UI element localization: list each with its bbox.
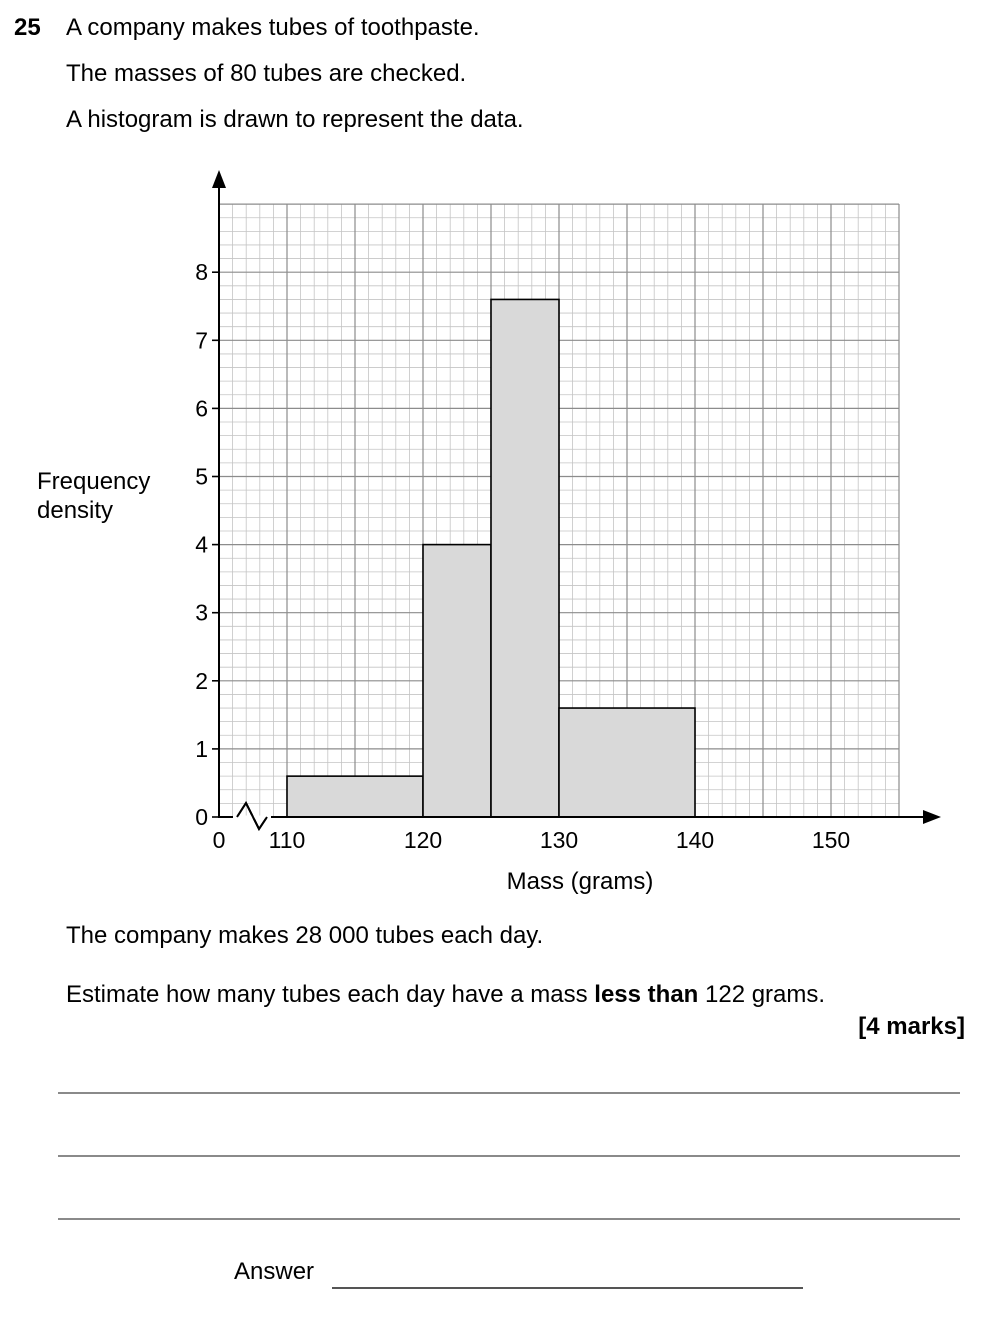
intro-line-2: The masses of 80 tubes are checked. — [66, 60, 467, 87]
y-tick-label: 4 — [195, 532, 208, 558]
marks-label: [4 marks] — [858, 1013, 965, 1040]
y-tick-label: 8 — [195, 259, 208, 285]
histogram-bar — [490, 298, 560, 818]
answer-label: Answer — [234, 1258, 315, 1285]
y-tick-label: 3 — [195, 600, 208, 626]
histogram-bar — [558, 707, 696, 818]
x-tick-label: 120 — [404, 827, 442, 853]
x-tick-label: 150 — [812, 827, 850, 853]
production-statement: The company makes 28 000 tubes each day. — [66, 922, 544, 949]
y-axis-title-line: Frequency — [37, 468, 150, 495]
axes — [212, 170, 941, 831]
axis-labels: 0 1 2 3 4 5 6 7 8 0 110 120 130 140 150 Mass (grams) Fre… — [37, 259, 850, 895]
y-tick-label: 5 — [195, 464, 208, 490]
task-text-bold: less than — [594, 981, 699, 1008]
x-tick-label: 110 — [269, 827, 306, 853]
intro-line-1: A company makes tubes of toothpaste. — [66, 14, 480, 41]
axis-break-zigzag-icon — [236, 800, 268, 831]
histogram-bar — [286, 775, 424, 818]
y-tick-label: 6 — [195, 395, 208, 421]
y-tick-label: 2 — [195, 668, 208, 694]
y-tick-label: 1 — [195, 736, 208, 762]
x-tick-label: 130 — [540, 827, 578, 853]
x-origin-label: 0 — [213, 827, 226, 853]
histogram-bar — [422, 543, 492, 818]
y-tick-label: 7 — [195, 327, 208, 353]
x-axis-title: Mass (grams) — [507, 868, 654, 895]
x-axis-arrow-icon — [923, 810, 941, 824]
y-tick-label: 0 — [195, 804, 208, 830]
task-statement: Estimate how many tubes each day have a … — [66, 981, 825, 1009]
task-text-after: 122 grams. — [698, 981, 826, 1008]
y-axis-arrow-icon — [212, 170, 226, 188]
x-tick-label: 140 — [676, 827, 714, 853]
axis-ticks — [212, 271, 219, 818]
intro-line-3: A histogram is drawn to represent the da… — [66, 106, 524, 133]
y-axis-title-line: density — [37, 497, 113, 524]
working-line-3[interactable] — [58, 1218, 960, 1220]
working-line-1[interactable] — [58, 1092, 960, 1094]
question-number: 25 — [14, 14, 41, 41]
answer-input-line[interactable] — [332, 1287, 803, 1289]
task-text-before: Estimate how many tubes each day have a … — [66, 981, 595, 1008]
histogram-chart: 0 1 2 3 4 5 6 7 8 0 110 120 130 140 150 Mass (grams) Fre… — [37, 170, 941, 895]
histogram-bars — [286, 298, 696, 818]
working-line-2[interactable] — [58, 1155, 960, 1157]
